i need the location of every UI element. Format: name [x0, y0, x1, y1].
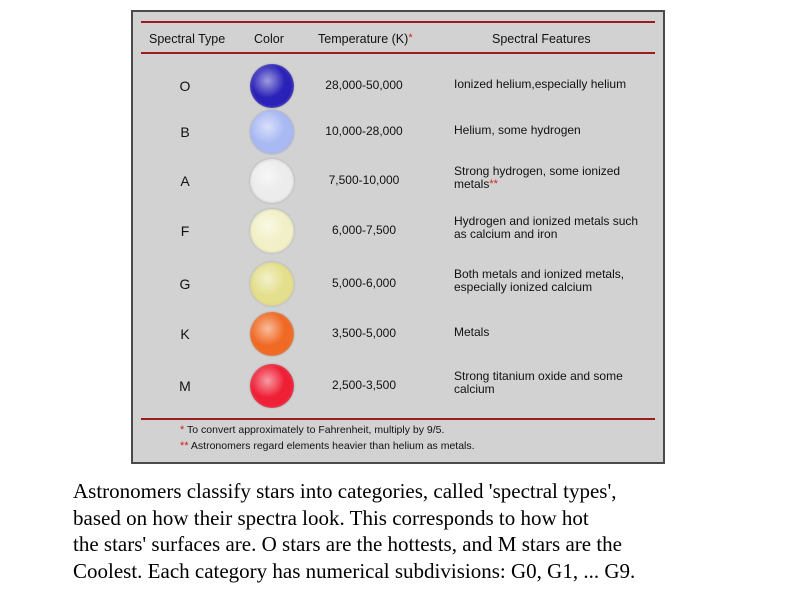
- star-color-swatch: [250, 159, 294, 203]
- footnote-2: ** Astronomers regard elements heavier t…: [180, 440, 475, 452]
- temperature-range: 28,000-50,000: [325, 78, 403, 92]
- metals-asterisk: **: [489, 178, 498, 190]
- spectral-features-text: Strong hydrogen, some ionized metals: [454, 164, 621, 191]
- header-temperature: Temperature (K)*: [318, 32, 413, 46]
- spectral-features: Both metals and ionized metals, especial…: [454, 268, 654, 294]
- spectral-features-text: Helium, some hydrogen: [454, 123, 581, 137]
- table-row: G 5,000-6,000 Both metals and ionized meta…: [133, 261, 663, 309]
- star-color-swatch: [250, 209, 294, 253]
- caption-line-4: Coolest. Each category has numerical sub…: [73, 558, 636, 583]
- table-row: K 3,500-5,000 Metals: [133, 311, 663, 359]
- spectral-type-letter: K: [180, 326, 190, 342]
- star-color-swatch: [250, 110, 294, 154]
- spectral-type-letter: M: [179, 378, 191, 394]
- table-row: F 6,000-7,500 Hydrogen and ionized metals …: [133, 208, 663, 256]
- star-color-swatch: [250, 64, 294, 108]
- spectral-features: Strong hydrogen, some ionized metals**: [454, 165, 654, 191]
- header-color: Color: [254, 32, 284, 46]
- header-temperature-asterisk: *: [408, 32, 413, 44]
- spectral-features: Strong titanium oxide and some calcium: [454, 370, 654, 396]
- spectral-features: Hydrogen and ionized metals such as calc…: [454, 215, 654, 241]
- header-spectral-type: Spectral Type: [149, 32, 226, 46]
- table-row: O 28,000-50,000 Ionized helium,especially …: [133, 63, 663, 111]
- caption-line-1: Astronomers classify stars into categori…: [73, 479, 617, 503]
- footnote-1-text: To convert approximately to Fahrenheit, …: [187, 424, 445, 436]
- header-spectral-features: Spectral Features: [492, 32, 591, 46]
- star-color-swatch: [250, 312, 294, 356]
- temperature-range: 2,500-3,500: [331, 378, 397, 392]
- top-rule: [141, 21, 655, 23]
- caption-line-2: based on how their spectra look. This co…: [73, 505, 589, 530]
- star-color-swatch: [250, 262, 294, 306]
- bottom-rule: [141, 418, 655, 420]
- spectral-type-letter: O: [179, 78, 191, 94]
- header-temperature-label: Temperature (K): [318, 32, 409, 46]
- table-row: A 7,500-10,000 Strong hydrogen, some ioniz…: [133, 158, 663, 206]
- spectral-type-letter: A: [180, 173, 190, 189]
- temperature-range: 7,500-10,000: [328, 173, 400, 187]
- header-rule: [141, 52, 655, 54]
- caption-line-3: the stars' surfaces are. O stars are the…: [73, 532, 623, 556]
- footnote-1: * To convert approximately to Fahrenheit…: [180, 424, 444, 436]
- spectral-features-text: Strong titanium oxide and some calcium: [454, 369, 623, 396]
- spectral-features-text: Hydrogen and ionized metals such as calc…: [454, 214, 639, 241]
- spectral-features: Ionized helium,especially helium: [454, 78, 654, 91]
- table-row: B 10,000-28,000 Helium, some hydrogen: [133, 109, 663, 157]
- temperature-range: 10,000-28,000: [325, 124, 403, 138]
- star-color-swatch: [250, 364, 294, 408]
- caption: Astronomers classify stars into categori…: [73, 478, 783, 584]
- spectral-features-text: Metals: [454, 325, 490, 339]
- spectral-features-text: Ionized helium,especially helium: [454, 77, 627, 91]
- footnote-1-marker: *: [180, 424, 185, 436]
- temperature-range: 5,000-6,000: [331, 276, 397, 290]
- spectral-features-text: Both metals and ionized metals, especial…: [454, 267, 625, 294]
- spectral-type-letter: F: [180, 223, 190, 239]
- spectral-type-table: Spectral Type Color Temperature (K)* Spe…: [131, 10, 665, 464]
- temperature-range: 3,500-5,000: [331, 326, 397, 340]
- temperature-range: 6,000-7,500: [331, 223, 397, 237]
- spectral-features: Helium, some hydrogen: [454, 124, 654, 137]
- footnote-2-marker: **: [180, 440, 189, 452]
- spectral-type-letter: G: [179, 276, 191, 292]
- footnote-2-text: Astronomers regard elements heavier than…: [190, 440, 475, 452]
- table-row: M 2,500-3,500 Strong titanium oxide and so…: [133, 363, 663, 411]
- spectral-type-letter: B: [180, 124, 190, 140]
- spectral-features: Metals: [454, 326, 654, 339]
